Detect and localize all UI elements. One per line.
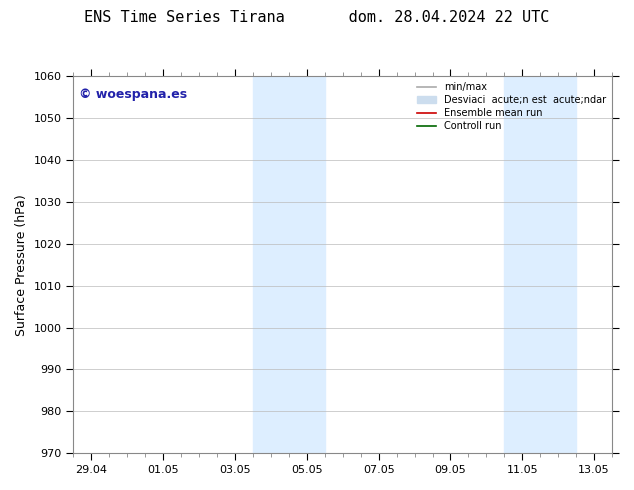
Bar: [253, 76, 325, 453]
Y-axis label: Surface Pressure (hPa): Surface Pressure (hPa): [15, 194, 28, 336]
Text: © woespana.es: © woespana.es: [79, 88, 187, 101]
Legend: min/max, Desviaci  acute;n est  acute;ndar, Ensemble mean run, Controll run: min/max, Desviaci acute;n est acute;ndar…: [413, 78, 610, 135]
Text: ENS Time Series Tirana       dom. 28.04.2024 22 UTC: ENS Time Series Tirana dom. 28.04.2024 2…: [84, 10, 550, 25]
Bar: [504, 76, 576, 453]
